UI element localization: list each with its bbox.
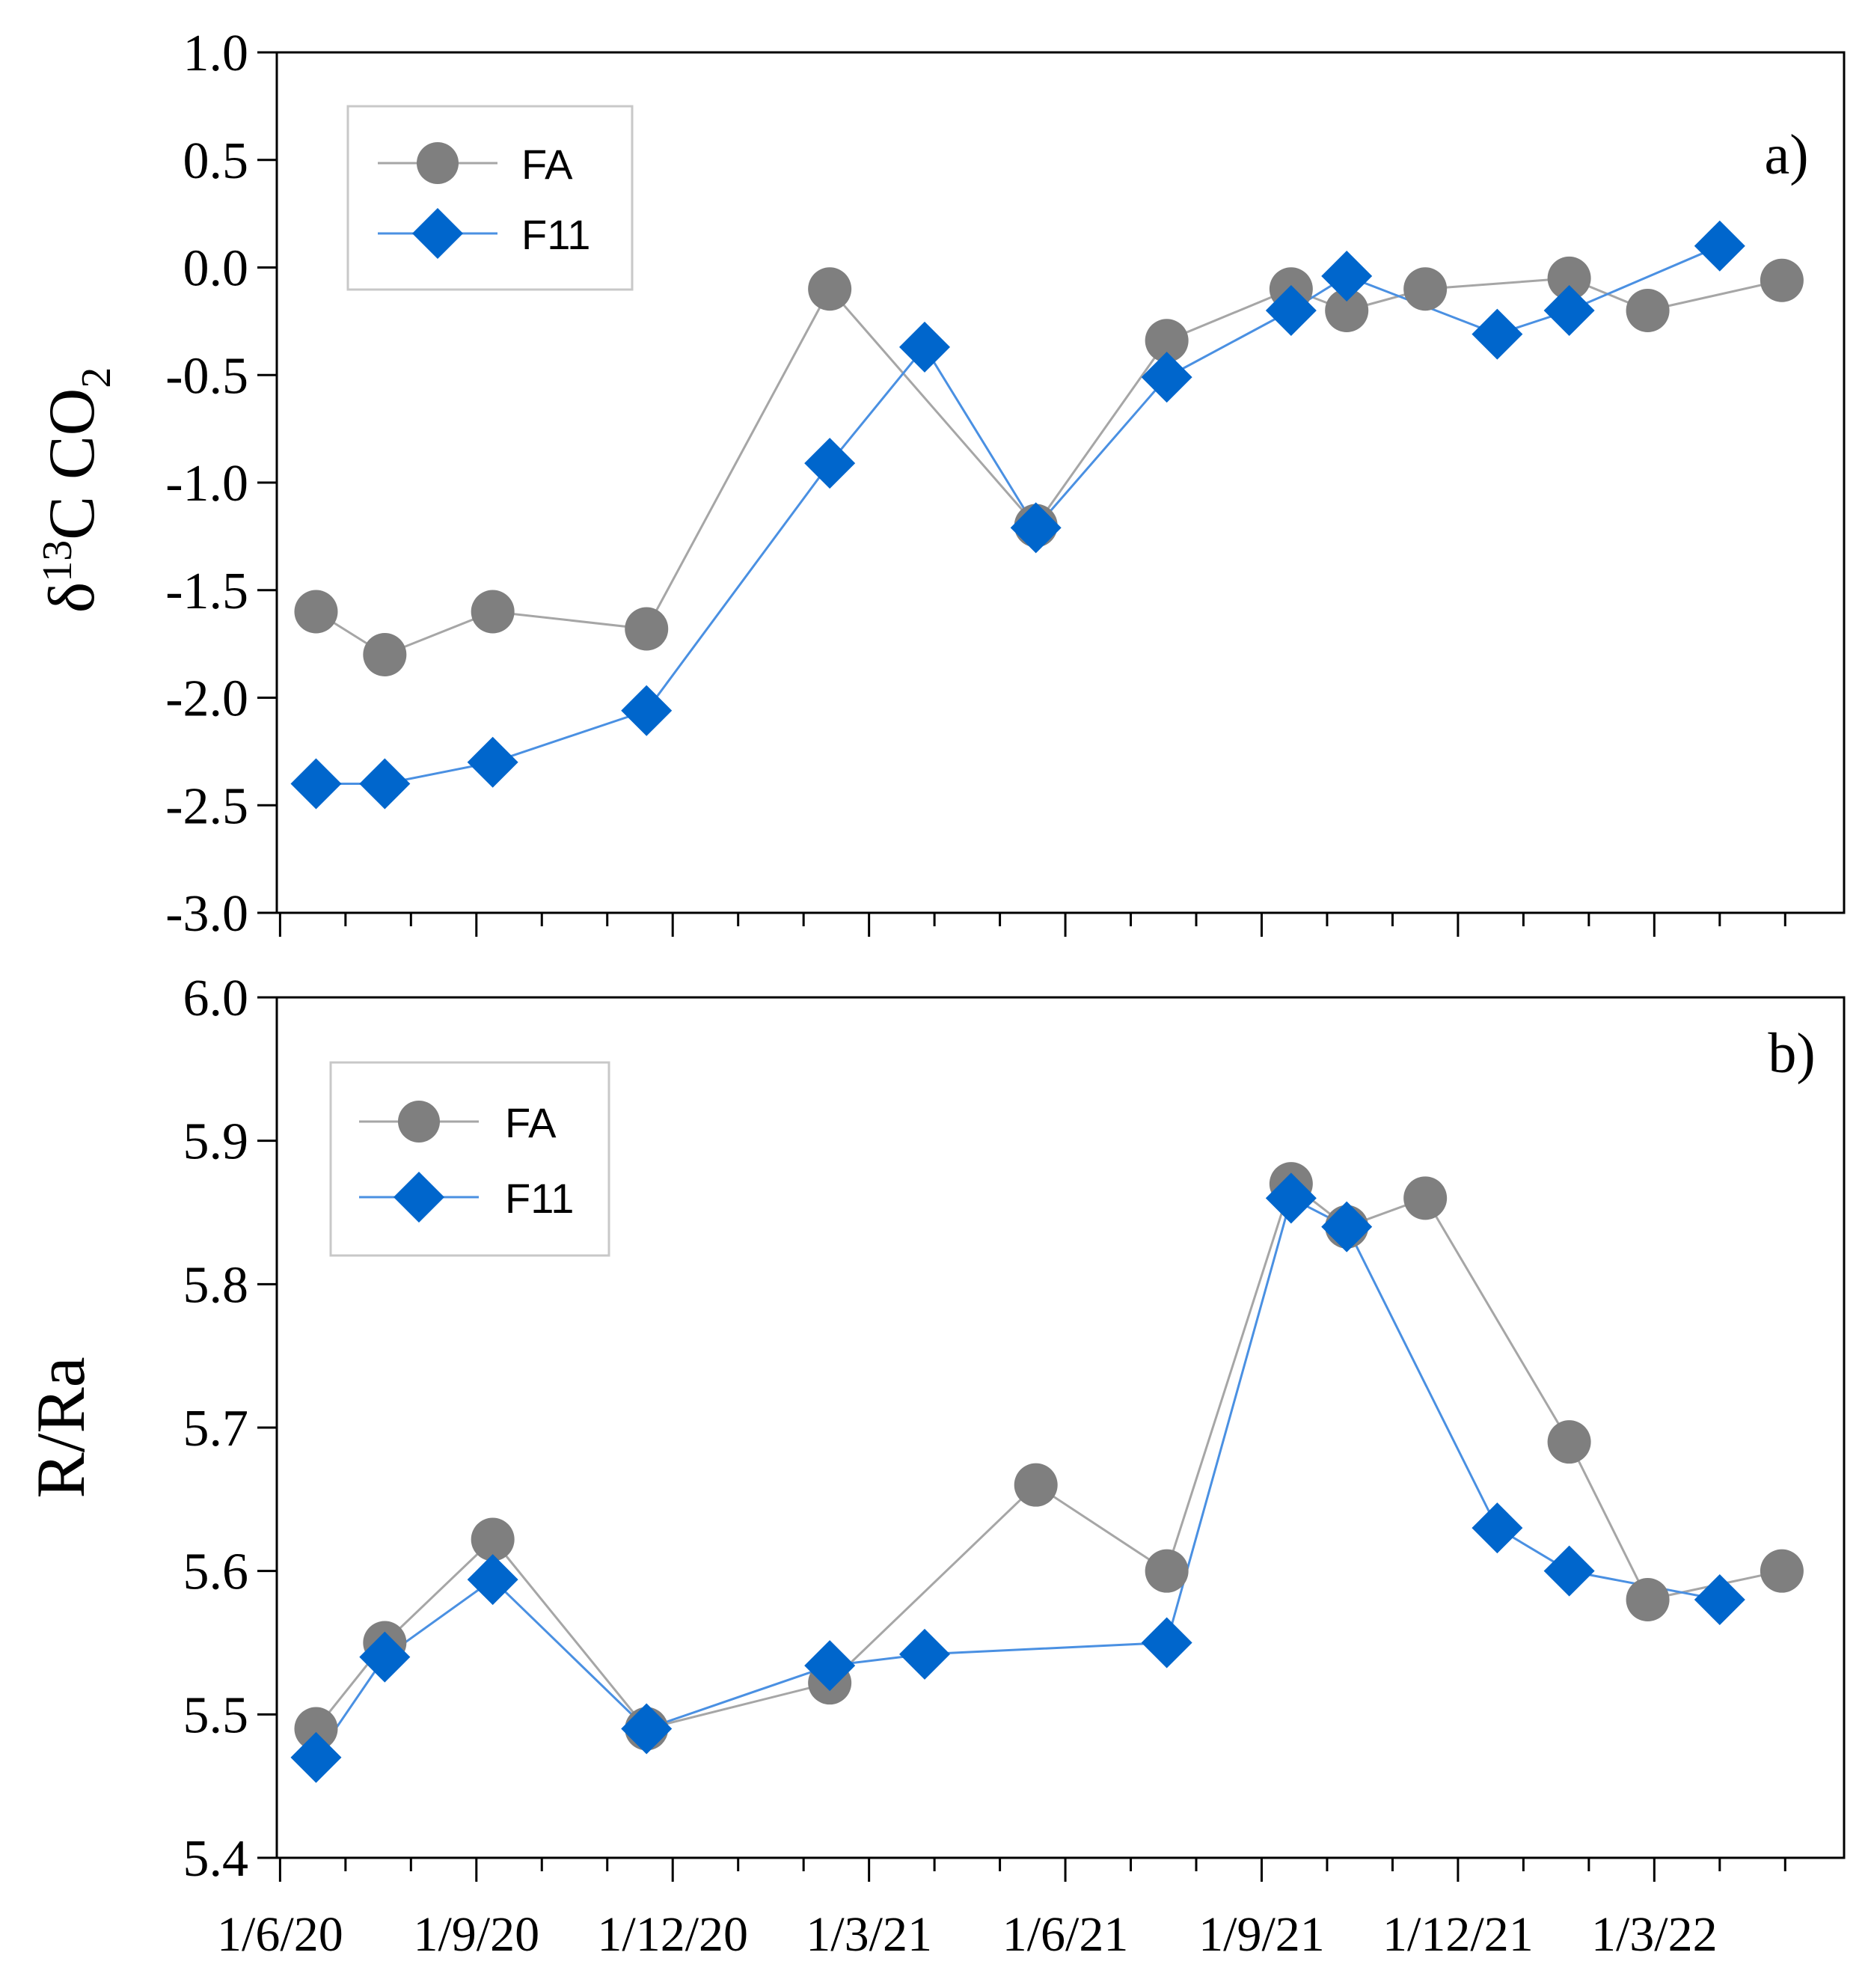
data-point-fa [625,607,669,651]
data-point-f11 [1694,220,1745,272]
legend-marker-f11 [393,1172,444,1223]
data-point-fa [294,590,338,634]
data-point-fa [1325,289,1369,332]
x-ticks [278,1858,1786,1882]
y-tick-label: 5.4 [183,1830,249,1888]
data-point-fa [294,1707,338,1751]
legend: FA F11 [329,1061,610,1257]
x-tick-label: 1/9/21 [1198,1907,1325,1962]
legend-box [329,1061,610,1257]
data-point-f11 [621,1703,673,1755]
y-tick-label: 6.0 [183,970,249,1027]
x-tick-label: 1/12/20 [597,1907,748,1962]
y-ticks: 5.4 5.5 5.6 5.7 5.8 5.9 6.0 [183,970,277,1888]
y-axis-label: R/Ra [22,1357,99,1498]
y-tick-label: -3.0 [165,885,248,943]
x-tick-label: 1/3/21 [806,1907,932,1962]
data-point-f11 [1472,1502,1523,1554]
panel-label: b) [1768,1022,1815,1085]
legend-marker-fa [398,1101,440,1143]
y-tick-label: 5.5 [183,1686,249,1744]
data-point-fa [808,267,852,311]
data-point-f11 [467,736,518,788]
data-point-f11 [1543,285,1595,336]
data-point-f11 [804,438,856,489]
x-tick-label: 1/6/20 [217,1907,343,1962]
data-point-f11 [898,321,950,373]
x-ticks [278,913,1786,937]
x-tick-label: 1/9/20 [413,1907,539,1962]
data-point-fa [1145,319,1189,363]
data-point-fa [471,590,515,634]
data-point-f11 [359,758,411,810]
data-point-f11 [359,1631,411,1683]
y-tick-label: 1.0 [183,25,249,82]
legend-label-f11: F11 [521,211,590,258]
data-point-fa [1014,1463,1058,1507]
legend-label-fa: FA [521,141,573,188]
data-point-f11 [898,1628,950,1680]
data-point-fa [363,633,407,676]
data-point-f11 [1010,502,1062,554]
legend: FA F11 [346,105,634,291]
data-point-fa [1760,1549,1804,1593]
y-tick-label: -1.0 [165,455,248,513]
panel-label: a) [1764,123,1808,186]
y-tick-label: 5.6 [183,1544,249,1601]
y-axis-label: δ13C CO2 [34,367,120,613]
y-tick-label: 5.9 [183,1113,249,1171]
y-tick-label: -2.5 [165,777,248,835]
data-point-f11 [1321,1201,1373,1253]
series-markers [290,1162,1804,1783]
panel-b: 5.4 5.5 5.6 5.7 5.8 5.9 6.0 1/6/20 1/9/20 1/12/2… [22,970,1846,1962]
data-point-fa [1145,1549,1189,1593]
y-tick-label: -1.5 [165,563,248,620]
x-tick-label: 1/12/21 [1382,1907,1534,1962]
legend-label-fa: FA [505,1099,557,1146]
data-point-f11 [1321,251,1373,302]
data-point-f11 [290,758,342,810]
data-point-fa [1626,1578,1670,1621]
data-point-fa [1403,267,1448,311]
y-label-mid: C CO [36,388,108,540]
y-ticks: -3.0 -2.5 -2.0 -1.5 -1.0 -0.5 0.0 0.5 1.0 [165,25,277,943]
data-point-f11 [1472,308,1523,360]
data-point-fa [1547,1420,1591,1464]
x-tick-labels: 1/6/20 1/9/20 1/12/20 1/3/21 1/6/21 1/9/21 1/1… [217,1907,1718,1962]
data-point-fa [1626,289,1670,332]
y-tick-label: 0.5 [183,132,249,190]
series-line-fa [315,277,1783,656]
y-label-sup: 13 [34,540,81,582]
data-point-f11 [1265,1172,1317,1224]
data-point-fa [1547,256,1591,300]
series-markers [290,220,1804,810]
data-point-f11 [1141,352,1192,403]
data-point-fa [1760,258,1804,302]
y-label-delta: δ [36,582,108,613]
legend-marker-fa [417,142,459,184]
data-point-fa [1403,1176,1448,1220]
y-tick-label: 5.8 [183,1256,249,1314]
legend-marker-f11 [412,208,463,259]
y-tick-label: -0.5 [165,347,248,405]
y-label-sub: 2 [73,367,120,388]
data-point-f11 [1694,1574,1745,1625]
y-tick-label: 0.0 [183,240,249,298]
legend-box [346,105,634,291]
x-tick-label: 1/3/22 [1591,1907,1718,1962]
data-point-f11 [290,1731,342,1783]
y-tick-label: 5.7 [183,1400,249,1458]
panel-a: -3.0 -2.5 -2.0 -1.5 -1.0 -0.5 0.0 0.5 1.0 a) δ13… [34,25,1846,943]
x-tick-label: 1/6/21 [1002,1907,1129,1962]
data-point-f11 [1543,1545,1595,1597]
data-point-f11 [1265,285,1317,336]
y-tick-label: -2.0 [165,670,248,728]
data-point-f11 [1141,1617,1192,1669]
data-point-f11 [804,1640,856,1692]
data-point-fa [471,1517,515,1562]
data-point-f11 [467,1554,518,1606]
legend-label-f11: F11 [505,1175,574,1222]
data-point-f11 [621,685,673,736]
